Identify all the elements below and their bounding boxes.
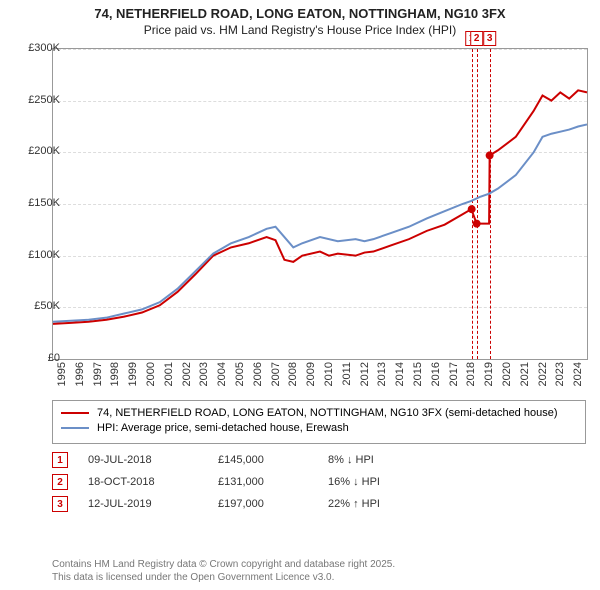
x-tick-label: 1998 — [109, 362, 121, 386]
x-tick-label: 2001 — [163, 362, 175, 386]
x-tick-label: 2018 — [465, 362, 477, 386]
sale-diff: 22% ↑ HPI — [328, 498, 380, 510]
sale-badge: 3 — [52, 496, 68, 512]
attribution-line2: This data is licensed under the Open Gov… — [52, 571, 395, 584]
y-tick-label: £250K — [28, 94, 60, 106]
y-tick-label: £100K — [28, 249, 60, 261]
sale-row: 2 18-OCT-2018£131,00016% ↓ HPI — [52, 474, 586, 490]
x-tick-label: 1995 — [56, 362, 68, 386]
x-tick-label: 2017 — [448, 362, 460, 386]
sale-date: 09-JUL-2018 — [88, 454, 218, 466]
x-tick-label: 2000 — [145, 362, 157, 386]
x-tick-label: 2021 — [519, 362, 531, 386]
legend-label: 74, NETHERFIELD ROAD, LONG EATON, NOTTIN… — [97, 407, 558, 419]
x-tick-label: 2016 — [430, 362, 442, 386]
sale-marker-label: 2 — [470, 31, 484, 46]
sale-date: 18-OCT-2018 — [88, 476, 218, 488]
sale-row: 1 09-JUL-2018£145,0008% ↓ HPI — [52, 452, 586, 468]
legend-label: HPI: Average price, semi-detached house,… — [97, 422, 349, 434]
sale-marker-label: 3 — [483, 31, 497, 46]
legend: 74, NETHERFIELD ROAD, LONG EATON, NOTTIN… — [52, 400, 586, 444]
sale-price: £197,000 — [218, 498, 328, 510]
x-tick-label: 1997 — [92, 362, 104, 386]
sale-date: 12-JUL-2019 — [88, 498, 218, 510]
y-tick-label: £200K — [28, 145, 60, 157]
y-tick-label: £50K — [34, 300, 60, 312]
x-tick-label: 2019 — [483, 362, 495, 386]
x-tick-label: 2024 — [572, 362, 584, 386]
x-tick-label: 1996 — [74, 362, 86, 386]
x-tick-label: 1999 — [127, 362, 139, 386]
legend-item: HPI: Average price, semi-detached house,… — [61, 422, 577, 434]
series-hpi — [53, 124, 587, 321]
x-tick-label: 2011 — [341, 362, 353, 386]
x-tick-label: 2003 — [198, 362, 210, 386]
x-tick-label: 2022 — [537, 362, 549, 386]
sale-diff: 16% ↓ HPI — [328, 476, 380, 488]
sale-row: 3 12-JUL-2019£197,00022% ↑ HPI — [52, 496, 586, 512]
sale-marker-point — [468, 205, 476, 213]
attribution: Contains HM Land Registry data © Crown c… — [52, 558, 395, 584]
sale-marker-point — [473, 220, 481, 228]
sale-price: £131,000 — [218, 476, 328, 488]
sale-price: £145,000 — [218, 454, 328, 466]
x-tick-label: 2020 — [501, 362, 513, 386]
legend-item: 74, NETHERFIELD ROAD, LONG EATON, NOTTIN… — [61, 407, 577, 419]
chart-plot-area: 123 — [52, 48, 588, 360]
legend-swatch — [61, 427, 89, 429]
sale-badge: 2 — [52, 474, 68, 490]
y-tick-label: £300K — [28, 42, 60, 54]
x-tick-label: 2008 — [287, 362, 299, 386]
sales-table: 1 09-JUL-2018£145,0008% ↓ HPI 2 18-OCT-2018… — [52, 452, 586, 518]
x-tick-label: 2015 — [412, 362, 424, 386]
y-tick-label: £150K — [28, 197, 60, 209]
x-tick-label: 2023 — [554, 362, 566, 386]
sale-marker-point — [486, 151, 494, 159]
legend-swatch — [61, 412, 89, 414]
x-tick-label: 2005 — [234, 362, 246, 386]
x-tick-label: 2002 — [181, 362, 193, 386]
x-tick-label: 2014 — [394, 362, 406, 386]
x-tick-label: 2013 — [376, 362, 388, 386]
attribution-line1: Contains HM Land Registry data © Crown c… — [52, 558, 395, 571]
sale-badge: 1 — [52, 452, 68, 468]
series-price_paid — [53, 90, 587, 324]
x-tick-label: 2004 — [216, 362, 228, 386]
chart-title: 74, NETHERFIELD ROAD, LONG EATON, NOTTIN… — [0, 0, 600, 23]
sale-diff: 8% ↓ HPI — [328, 454, 374, 466]
x-tick-label: 2006 — [252, 362, 264, 386]
x-tick-label: 2012 — [359, 362, 371, 386]
chart-subtitle: Price paid vs. HM Land Registry's House … — [0, 23, 600, 37]
x-tick-label: 2009 — [305, 362, 317, 386]
x-tick-label: 2010 — [323, 362, 335, 386]
x-tick-label: 2007 — [270, 362, 282, 386]
